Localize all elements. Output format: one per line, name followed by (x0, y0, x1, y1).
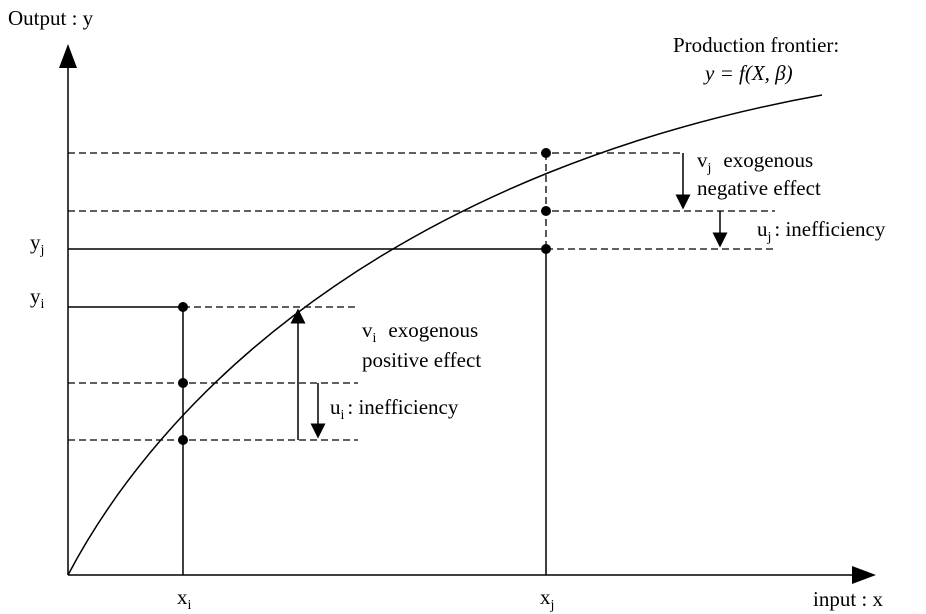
frontier-formula: y = f(X, β) (703, 61, 793, 85)
arrows (290, 153, 728, 440)
annotation: negative effect (697, 176, 821, 200)
frontier-curve (67, 94, 823, 576)
y-axis-label: Output : y (8, 6, 94, 30)
points (178, 148, 551, 445)
annotation: positive effect (362, 348, 481, 372)
y-tick: yj (30, 230, 44, 258)
annotation: vi exogenous (362, 318, 478, 346)
x-axis-label: input : x (813, 587, 884, 611)
x-tick: xi (177, 585, 192, 613)
annotation: uj: inefficiency (757, 217, 886, 245)
annotation: ui: inefficiency (330, 395, 459, 423)
annotation: vj exogenous (697, 148, 813, 176)
frontier-title: Production frontier: (673, 33, 839, 57)
guides (68, 152, 775, 575)
x-tick: xj (540, 585, 554, 613)
axes (59, 44, 876, 584)
y-tick: yi (30, 284, 45, 312)
